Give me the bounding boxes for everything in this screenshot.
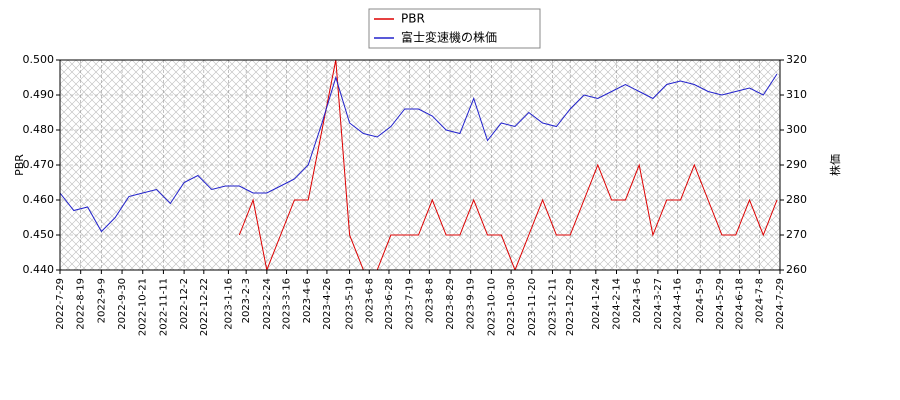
x-tick-label: 2023-9-19 xyxy=(466,278,477,330)
x-tick-label: 2023-1-16 xyxy=(223,278,234,330)
y2-tick-label: 300 xyxy=(786,123,807,136)
x-tick-label: 2024-6-18 xyxy=(735,278,746,330)
x-tick-label: 2023-4-6 xyxy=(302,278,313,323)
y-axis-label: PBR xyxy=(13,154,26,176)
y2-axis-label: 株価 xyxy=(828,154,842,176)
x-tick-label: 2023-7-19 xyxy=(405,278,416,330)
legend-label: PBR xyxy=(401,12,425,26)
y2-tick-label: 290 xyxy=(786,158,807,171)
x-tick-label: 2023-6-28 xyxy=(384,278,395,330)
x-tick-label: 2022-12-22 xyxy=(199,278,210,336)
x-tick-label: 2023-4-26 xyxy=(322,278,333,330)
y-tick-label: 0.490 xyxy=(23,88,55,101)
y-tick-label: 0.500 xyxy=(23,53,55,66)
x-tick-label: 2023-8-8 xyxy=(424,278,435,323)
x-tick-label: 2023-12-29 xyxy=(565,278,576,336)
x-tick-label: 2023-12-11 xyxy=(547,278,558,336)
y2-tick-label: 270 xyxy=(786,228,807,241)
legend-box xyxy=(368,8,541,49)
y2-tick-label: 310 xyxy=(786,88,807,101)
x-tick-label: 2024-4-16 xyxy=(673,278,684,330)
y-tick-label: 0.470 xyxy=(23,158,55,171)
x-tick-label: 2023-10-10 xyxy=(486,278,497,336)
x-tick-label: 2024-5-29 xyxy=(715,278,726,330)
x-tick-label: 2024-3-6 xyxy=(632,278,643,323)
y2-tick-label: 260 xyxy=(786,263,807,276)
x-tick-label: 2023-5-19 xyxy=(345,278,356,330)
x-tick-label: 2022-9-9 xyxy=(96,278,107,323)
x-tick-label: 2024-3-27 xyxy=(653,278,664,330)
x-tick-label: 2023-11-20 xyxy=(527,278,538,336)
x-tick-label: 2023-3-16 xyxy=(282,278,293,330)
x-tick-label: 2022-8-19 xyxy=(76,278,87,330)
y2-tick-label: 320 xyxy=(786,53,807,66)
series-line xyxy=(238,60,778,270)
x-tick-label: 2022-10-21 xyxy=(138,278,149,336)
x-tick-label: 2024-1-24 xyxy=(591,278,602,330)
y-tick-label: 0.460 xyxy=(23,193,55,206)
x-tick-label: 2022-7-29 xyxy=(55,278,66,330)
x-tick-label: 2024-7-8 xyxy=(754,278,765,323)
y-tick-label: 0.450 xyxy=(23,228,55,241)
x-tick-label: 2024-5-9 xyxy=(695,278,706,323)
x-tick-label: 2024-7-29 xyxy=(775,278,786,330)
x-tick-label: 2022-9-30 xyxy=(117,278,128,330)
x-tick-label: 2022-12-2 xyxy=(179,278,190,330)
x-tick-label: 2023-2-24 xyxy=(262,278,273,330)
legend-label: 富士変速機の株価 xyxy=(401,30,497,45)
x-tick-label: 2022-11-11 xyxy=(158,278,169,336)
x-tick-label: 2023-8-29 xyxy=(445,278,456,330)
y2-tick-label: 280 xyxy=(786,193,807,206)
x-tick-label: 2023-6-8 xyxy=(364,278,375,323)
x-tick-label: 2023-2-3 xyxy=(241,278,252,323)
series-line xyxy=(60,73,778,233)
x-tick-label: 2023-10-30 xyxy=(506,278,517,336)
y-tick-label: 0.440 xyxy=(23,263,55,276)
x-tick-label: 2024-2-14 xyxy=(611,278,622,330)
y-tick-label: 0.480 xyxy=(23,123,55,136)
